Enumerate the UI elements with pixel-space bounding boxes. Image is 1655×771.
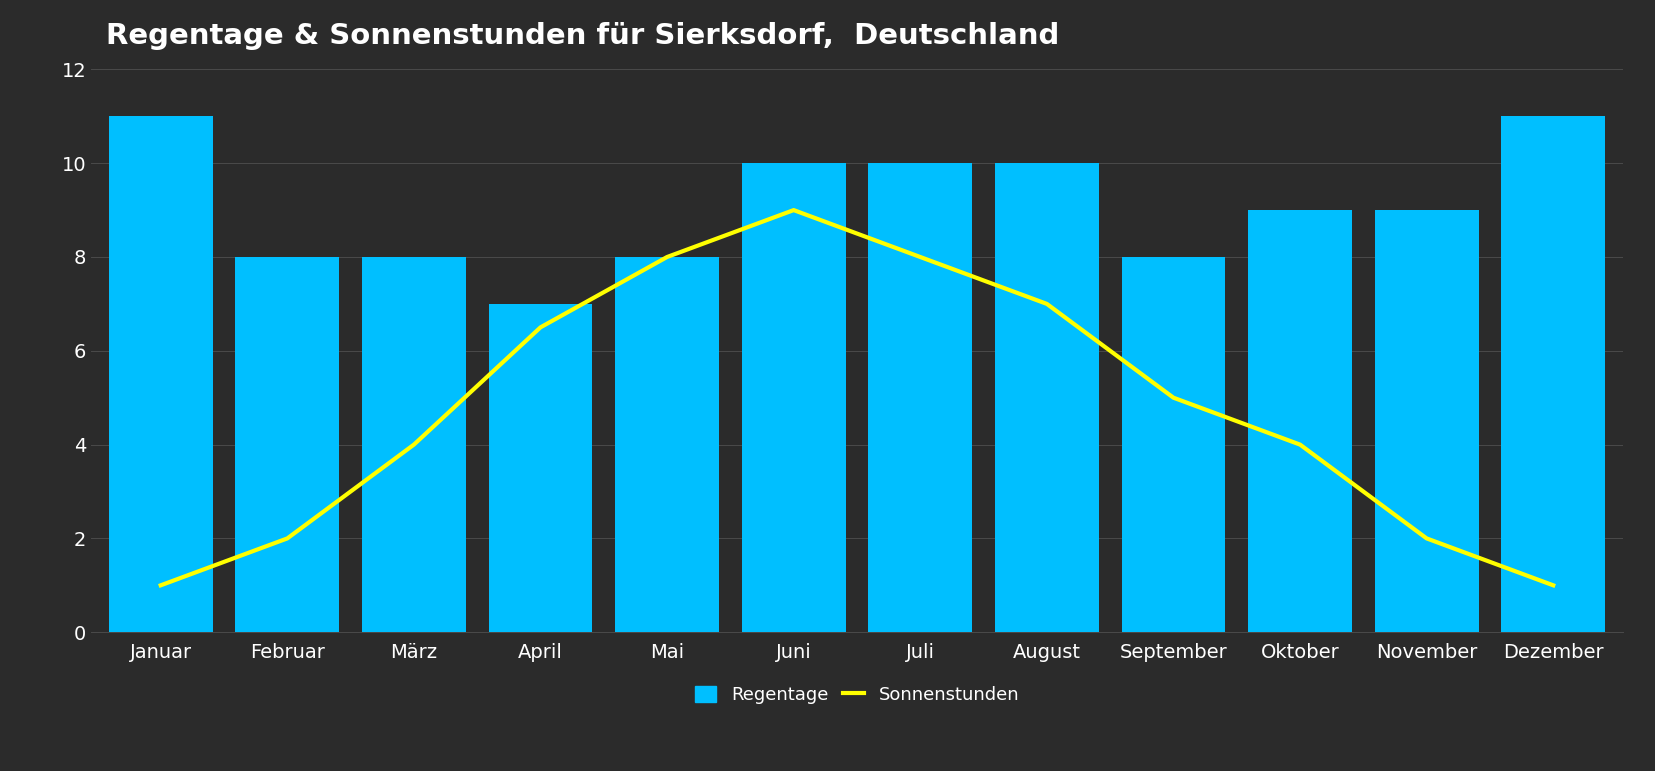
- Bar: [614, 257, 718, 632]
- Bar: [1374, 210, 1478, 632]
- Sonnenstunden: [1289, 440, 1309, 449]
- Bar: [1501, 116, 1604, 632]
- Sonnenstunden: [530, 323, 549, 332]
- Bar: [488, 304, 592, 632]
- Line: Sonnenstunden: Sonnenstunden: [161, 210, 1552, 585]
- Text: Regentage & Sonnenstunden für Sierksdorf,  Deutschland: Regentage & Sonnenstunden für Sierksdorf…: [106, 22, 1059, 50]
- Sonnenstunden: [910, 252, 930, 261]
- Bar: [362, 257, 465, 632]
- Bar: [235, 257, 339, 632]
- Bar: [995, 163, 1099, 632]
- Sonnenstunden: [657, 252, 677, 261]
- Bar: [741, 163, 846, 632]
- Sonnenstunden: [276, 534, 296, 543]
- Bar: [1120, 257, 1225, 632]
- Sonnenstunden: [1036, 299, 1056, 308]
- Bar: [109, 116, 212, 632]
- Sonnenstunden: [1163, 393, 1183, 402]
- Bar: [867, 163, 971, 632]
- Bar: [1248, 210, 1350, 632]
- Sonnenstunden: [783, 206, 803, 215]
- Legend: Regentage, Sonnenstunden: Regentage, Sonnenstunden: [685, 677, 1028, 713]
- Sonnenstunden: [151, 581, 170, 590]
- Sonnenstunden: [1542, 581, 1562, 590]
- Sonnenstunden: [1417, 534, 1437, 543]
- Sonnenstunden: [404, 440, 424, 449]
